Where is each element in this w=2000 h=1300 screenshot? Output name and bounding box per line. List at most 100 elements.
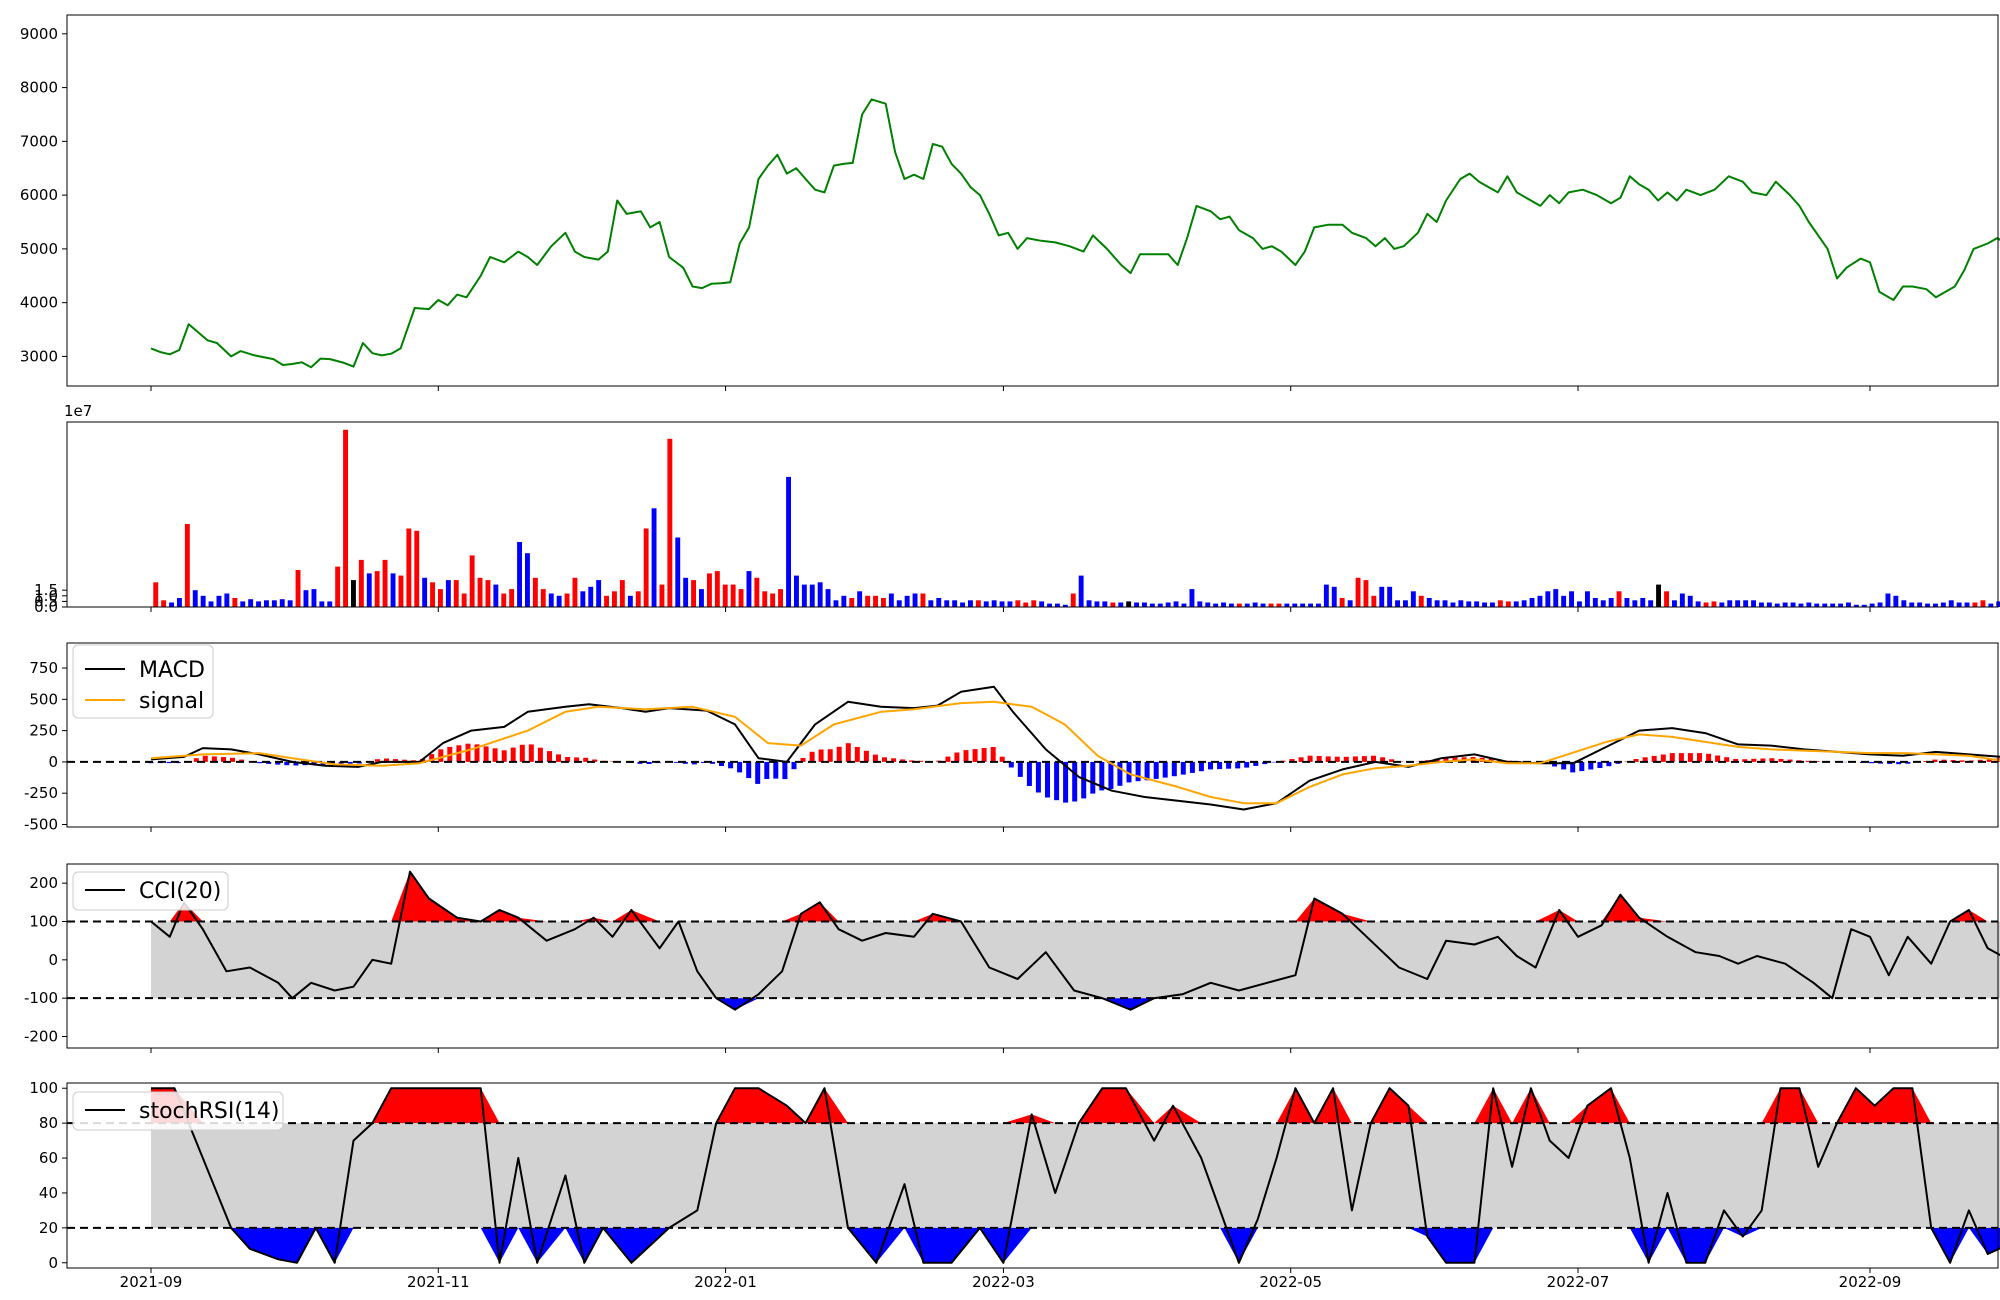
- y-tick-label-0-6: 9000: [20, 25, 58, 43]
- volume-bar: [445, 580, 451, 607]
- macd-histogram-bar: [1352, 756, 1358, 762]
- x-tick-label-2: 2022-01: [694, 1273, 757, 1291]
- volume-bar: [643, 528, 649, 607]
- macd-histogram-bar: [1316, 756, 1322, 762]
- volume-bar: [548, 593, 554, 607]
- macd-histogram-bar: [1325, 756, 1331, 762]
- volume-bar: [1450, 602, 1456, 607]
- macd-histogram-bar: [882, 757, 887, 762]
- volume-bar: [809, 584, 815, 607]
- volume-bar: [271, 600, 277, 607]
- volume-bar: [1213, 603, 1219, 607]
- volume-bar: [390, 573, 396, 607]
- volume-bar: [1094, 601, 1100, 607]
- volume-bar: [1300, 603, 1306, 607]
- volume-bar: [730, 584, 736, 607]
- macd-histogram-bar: [1597, 761, 1603, 768]
- macd-histogram-bar: [728, 761, 734, 769]
- volume-bar: [1418, 595, 1424, 607]
- macd-histogram-bar: [1343, 756, 1349, 762]
- macd-histogram-bar: [1733, 758, 1739, 762]
- volume-bar: [778, 589, 783, 607]
- volume-bar: [928, 600, 934, 607]
- y-tick-label-0-1: 4000: [20, 294, 58, 312]
- y-tick-label-0-3: 6000: [20, 186, 58, 204]
- volume-bar: [1284, 603, 1290, 607]
- volume-bar: [1759, 602, 1764, 607]
- panel-frame-2: [66, 642, 1999, 828]
- volume-bar: [153, 582, 159, 607]
- macd-histogram-bar: [782, 761, 788, 780]
- macd-histogram-bar: [990, 747, 996, 762]
- volume-bar: [1339, 598, 1345, 607]
- macd-histogram-bar: [510, 747, 516, 762]
- volume-bar: [920, 593, 926, 607]
- volume-bar: [1592, 598, 1598, 607]
- volume-bar: [184, 524, 190, 607]
- volume-bar: [1735, 600, 1741, 607]
- price-line: [150, 98, 2000, 369]
- volume-bar: [1244, 603, 1250, 607]
- volume-bar: [517, 542, 522, 607]
- macd-histogram-bar: [863, 750, 869, 762]
- macd-histogram-bar: [501, 750, 507, 762]
- volume-bar: [1023, 602, 1029, 607]
- volume-bar: [999, 601, 1005, 607]
- volume-bar: [1189, 589, 1195, 607]
- macd-histogram-bar: [1371, 755, 1376, 762]
- volume-bar: [691, 580, 696, 607]
- volume-bar: [532, 577, 538, 607]
- volume-bar: [1410, 591, 1416, 607]
- volume-bar: [1751, 600, 1756, 607]
- volume-bar: [1632, 600, 1638, 607]
- volume-bar: [1964, 602, 1970, 607]
- volume-bar: [461, 593, 467, 607]
- volume-bar: [1363, 580, 1369, 607]
- y-tick-label-2-0: -500: [24, 815, 58, 833]
- macd-legend: MACD signal: [72, 644, 214, 719]
- macd-histogram-bar: [211, 756, 217, 762]
- volume-bar: [564, 593, 570, 607]
- panel-frame-4: [66, 1082, 1999, 1269]
- volume-bar: [1521, 600, 1527, 607]
- macd-histogram-bar: [1814, 761, 1820, 762]
- volume-bar: [509, 589, 515, 607]
- stochrsi-band-fill: [151, 1123, 2000, 1228]
- macd-histogram-bar: [700, 761, 706, 763]
- macd-histogram-bar: [673, 761, 679, 763]
- volume-bar: [469, 555, 475, 607]
- x-tick-label-3: 2022-03: [972, 1273, 1035, 1291]
- macd-histogram-bar: [1045, 761, 1050, 798]
- volume-bar: [1933, 603, 1938, 607]
- volume-bar: [1664, 591, 1669, 607]
- volume-bar: [888, 593, 894, 607]
- volume-bar: [1695, 601, 1701, 607]
- y-tick-label-2-2: 0: [48, 753, 58, 771]
- volume-bar: [619, 580, 625, 607]
- macd-histogram-bar: [257, 761, 263, 764]
- volume-bar: [786, 476, 791, 607]
- volume-bar: [1173, 601, 1179, 607]
- volume-bar: [477, 577, 483, 607]
- macd-histogram-bar: [1153, 761, 1159, 779]
- macd-histogram-bar: [755, 761, 761, 784]
- volume-bar: [1901, 600, 1907, 607]
- volume-bar: [683, 577, 689, 607]
- volume-bar: [659, 584, 665, 607]
- y-tick-label-3-4: 200: [29, 874, 58, 892]
- macd-histogram-bar: [1805, 760, 1811, 762]
- macd-histogram-bar: [592, 759, 598, 762]
- macd-histogram-bar: [891, 758, 897, 762]
- macd-histogram-bar: [1896, 761, 1902, 765]
- volume-bar: [1355, 577, 1361, 607]
- macd-histogram-bar: [1108, 761, 1114, 789]
- macd-histogram-bar: [1452, 757, 1458, 762]
- stochrsi-legend-label: stochRSI(14): [139, 1099, 280, 1124]
- volume-bar: [1387, 586, 1393, 607]
- volume-bar: [1940, 602, 1946, 607]
- volume-bar: [1529, 598, 1535, 607]
- volume-bar: [1909, 602, 1915, 607]
- macd-histogram-bar: [429, 754, 435, 762]
- volume-bar: [572, 577, 578, 607]
- volume-bar: [960, 602, 965, 607]
